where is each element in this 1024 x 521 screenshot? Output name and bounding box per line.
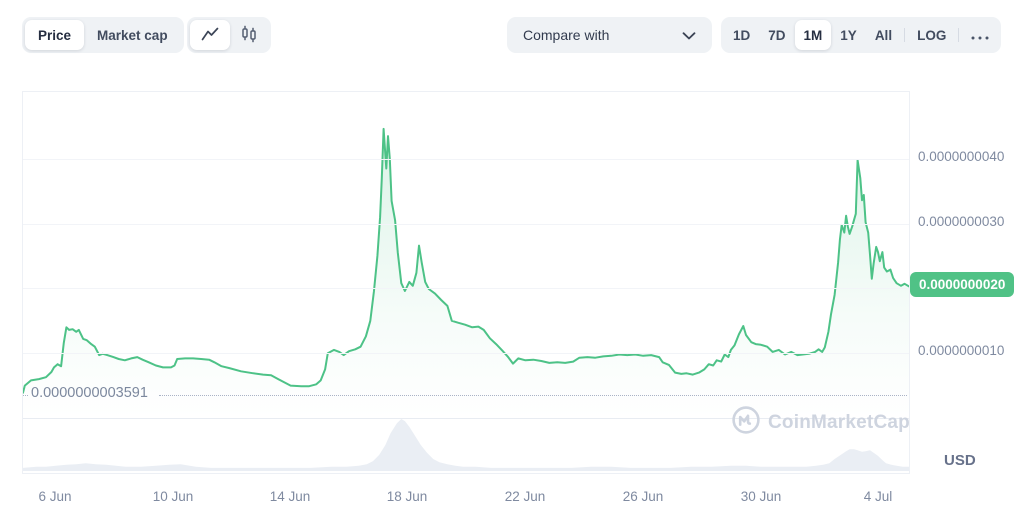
x-axis-tick-label: 10 Jun bbox=[152, 489, 194, 504]
range-1m[interactable]: 1M bbox=[794, 20, 832, 50]
range-1y[interactable]: 1Y bbox=[831, 20, 866, 50]
tab-price[interactable]: Price bbox=[25, 20, 85, 50]
volume-area-fill bbox=[23, 419, 909, 471]
price-line bbox=[23, 127, 909, 394]
watermark-text: CoinMarketCap bbox=[768, 411, 910, 433]
range-7d[interactable]: 7D bbox=[759, 20, 794, 50]
divider bbox=[904, 28, 906, 42]
volume-separator-line bbox=[23, 418, 909, 419]
price-series-svg bbox=[23, 127, 909, 418]
coinmarketcap-watermark: CoinMarketCap bbox=[731, 405, 910, 440]
range-1d[interactable]: 1D bbox=[724, 20, 759, 50]
x-axis-tick-label: 4 Jul bbox=[863, 489, 893, 504]
y-axis-tick-label: 0.0000000010 bbox=[918, 343, 1005, 358]
line-chart-icon-button[interactable] bbox=[190, 20, 230, 50]
divider bbox=[958, 28, 960, 42]
candlestick-icon-button[interactable] bbox=[230, 20, 268, 50]
compare-with-label: Compare with bbox=[523, 27, 610, 43]
y-axis-tick-label: 0.0000000040 bbox=[918, 149, 1005, 164]
ellipsis-icon bbox=[971, 28, 989, 43]
compare-with-dropdown[interactable]: Compare with bbox=[507, 17, 712, 53]
price-area-fill bbox=[23, 128, 909, 418]
range-toggle: 1D 7D 1M 1Y All LOG bbox=[721, 17, 1002, 53]
gridline bbox=[23, 224, 909, 225]
gridline bbox=[23, 288, 909, 289]
more-options-button[interactable] bbox=[962, 20, 998, 50]
x-axis-tick-label: 22 Jun bbox=[504, 489, 546, 504]
candlestick-icon bbox=[241, 25, 257, 46]
gridline bbox=[23, 353, 909, 354]
gridline bbox=[23, 159, 909, 160]
line-chart-icon bbox=[201, 27, 219, 44]
baseline-price-label: 0.0000000003591 bbox=[31, 385, 148, 401]
metric-toggle: Price Market cap bbox=[22, 17, 184, 53]
x-axis-tick-label: 18 Jun bbox=[386, 489, 428, 504]
tab-market-cap[interactable]: Market cap bbox=[84, 20, 181, 50]
x-axis-tick-label: 14 Jun bbox=[269, 489, 311, 504]
y-axis-tick-label: 0.0000000030 bbox=[918, 214, 1005, 229]
x-axis-tick-label: 26 Jun bbox=[622, 489, 664, 504]
coinmarketcap-logo-icon bbox=[731, 405, 761, 440]
currency-label: USD bbox=[944, 452, 976, 469]
chevron-down-icon bbox=[682, 27, 696, 43]
x-axis-tick-label: 30 Jun bbox=[740, 489, 782, 504]
baseline-dotted-line bbox=[159, 395, 907, 396]
x-axis-tick-label: 6 Jun bbox=[38, 489, 72, 504]
range-all[interactable]: All bbox=[866, 20, 901, 50]
current-price-badge: 0.0000000020 bbox=[910, 272, 1015, 297]
baseline-tick bbox=[23, 395, 28, 396]
volume-series-svg bbox=[23, 419, 909, 471]
chart-type-toggle bbox=[187, 17, 271, 53]
chart-plot-area[interactable]: 0.0000000003591 bbox=[22, 91, 910, 474]
log-scale-button[interactable]: LOG bbox=[908, 20, 955, 50]
